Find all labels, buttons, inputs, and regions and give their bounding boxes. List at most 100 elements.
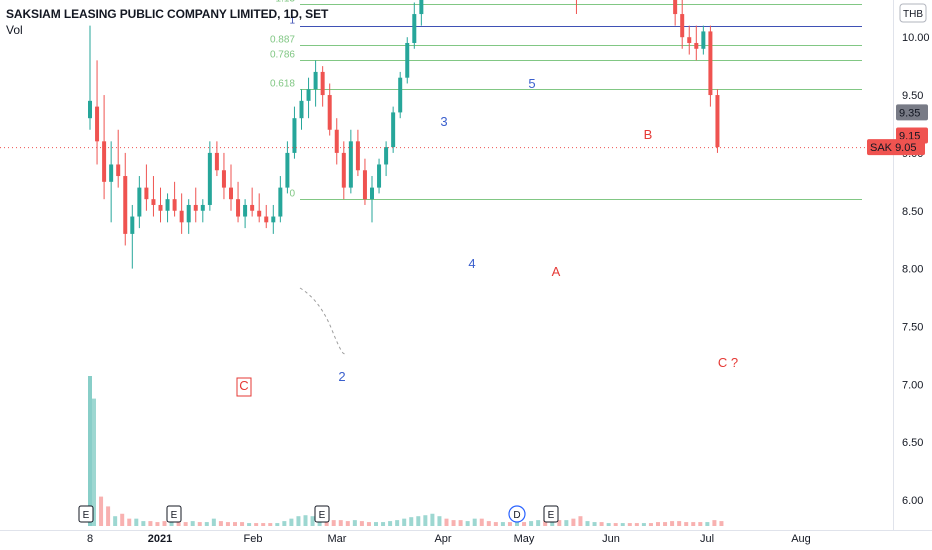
candle-body	[215, 153, 219, 170]
y-tick-label: 6.00	[902, 495, 923, 507]
currency-label: THB	[903, 9, 923, 20]
volume-bar	[670, 521, 674, 526]
y-tick-label: 10.00	[902, 32, 930, 44]
volume-bar	[240, 522, 244, 526]
volume-bar	[423, 515, 427, 526]
candle-body	[236, 199, 240, 216]
fib-level-label: 0	[289, 189, 295, 200]
volume-bar	[536, 520, 540, 526]
volume-bar	[141, 521, 145, 526]
volume-bar	[184, 522, 188, 526]
fib-level-label: 1.13	[276, 0, 296, 5]
candle-body	[208, 153, 212, 205]
volume-bar	[635, 523, 639, 526]
y-tick-label: 7.00	[902, 379, 923, 391]
earnings-marker-label: E	[548, 510, 555, 521]
volume-bar	[282, 521, 286, 526]
candle-body	[328, 95, 332, 130]
candle-body	[201, 205, 205, 211]
volume-bar	[430, 514, 434, 526]
y-tick-label: 8.50	[902, 206, 923, 218]
volume-bar	[691, 522, 695, 526]
candle-body	[159, 205, 163, 211]
volume-bar	[205, 522, 209, 526]
candle-body	[229, 188, 233, 200]
candle-body	[285, 153, 289, 188]
earnings-marker-label: E	[83, 510, 90, 521]
candle-body	[356, 141, 360, 170]
wave-label: B	[644, 127, 653, 142]
candle-body	[342, 153, 346, 188]
candle-body	[222, 170, 226, 187]
volume-bar	[607, 523, 611, 526]
volume-bar	[163, 521, 167, 526]
candle-body	[173, 199, 177, 211]
wave-label: C ?	[718, 355, 738, 370]
candle-body	[349, 141, 353, 187]
volume-bar	[304, 515, 308, 526]
volume-bar	[212, 519, 216, 526]
candle-body	[187, 205, 191, 222]
volume-bar	[289, 519, 293, 526]
currency-button[interactable]: THB	[900, 4, 926, 22]
volume-indicator-label[interactable]: Vol	[6, 22, 328, 38]
volume-bar	[402, 519, 406, 526]
volume-bar	[459, 520, 463, 526]
volume-bar	[148, 521, 152, 526]
volume-bar	[614, 523, 618, 526]
x-tick-label: Aug	[791, 533, 811, 545]
y-tick-label: 6.50	[902, 437, 923, 449]
x-tick-label: 2021	[148, 533, 172, 545]
volume-bar	[127, 519, 131, 526]
candle-body	[398, 78, 402, 113]
candle-body	[701, 31, 705, 48]
volume-bar	[106, 506, 110, 526]
volume-bar	[564, 520, 568, 526]
volume-bar	[600, 522, 604, 526]
volume-bar	[134, 519, 138, 526]
volume-bar	[367, 522, 371, 526]
volume-bar	[346, 521, 350, 526]
candle-body	[335, 130, 339, 153]
candle-body	[194, 205, 198, 211]
wave-label: A	[552, 264, 561, 279]
fib-level-label: 0.618	[270, 79, 295, 90]
volume-bar	[226, 522, 230, 526]
x-tick-label: May	[514, 533, 535, 545]
wave-label: 4	[468, 256, 475, 271]
fib-level-label: 0.786	[270, 50, 295, 61]
volume-bar	[663, 522, 667, 526]
candle-body	[292, 118, 296, 153]
volume-bar	[99, 497, 103, 526]
volume-bar	[268, 523, 272, 526]
candle-body	[116, 164, 120, 176]
volume-bar	[416, 516, 420, 526]
candle-body	[384, 147, 388, 164]
candle-body	[708, 31, 712, 95]
candle-body	[391, 112, 395, 147]
candle-body	[694, 43, 698, 49]
price-label-text: 9.35	[899, 107, 920, 119]
volume-bar	[705, 522, 709, 526]
volume-bar	[120, 514, 124, 526]
volume-bar	[501, 522, 505, 526]
candle-body	[278, 188, 282, 217]
candle-body	[412, 14, 416, 43]
volume-bar	[388, 521, 392, 526]
volume-bar	[522, 522, 526, 526]
volume-bar	[339, 520, 343, 526]
candle-body	[405, 43, 409, 78]
dividend-marker-label: D	[513, 510, 520, 521]
volume-bar	[353, 520, 357, 526]
volume-bar	[466, 521, 470, 526]
candle-body	[715, 95, 719, 147]
volume-bar	[642, 523, 646, 526]
x-tick-label: Mar	[328, 533, 347, 545]
candle-body	[264, 217, 268, 223]
volume-bar	[515, 522, 519, 526]
volume-bar	[177, 522, 181, 526]
candle-body	[419, 0, 423, 14]
y-tick-label: 7.50	[902, 321, 923, 333]
volume-bar	[480, 519, 484, 526]
